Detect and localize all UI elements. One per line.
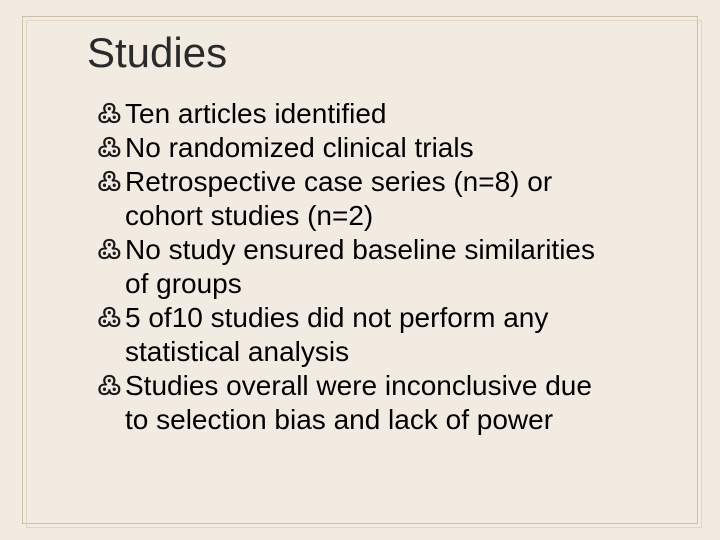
bullet-item: ߷ No randomized clinical trials [97, 131, 657, 165]
bullet-continuation: of groups [125, 267, 657, 301]
bullet-list: ߷ Ten articles identified ߷ No randomize… [97, 97, 657, 437]
bullet-continuation: statistical analysis [125, 335, 657, 369]
bullet-text: No study ensured baseline similarities [125, 233, 657, 267]
bullet-text: 5 of10 studies did not perform any [125, 301, 657, 335]
bullet-item: ߷ No study ensured baseline similarities [97, 233, 657, 267]
bullet-item: ߷ Studies overall were inconclusive due [97, 369, 657, 403]
bullet-continuation: cohort studies (n=2) [125, 199, 657, 233]
bullet-continuation: to selection bias and lack of power [125, 403, 657, 437]
slide-frame: Studies ߷ Ten articles identified ߷ No r… [22, 16, 698, 524]
bullet-text: Retrospective case series (n=8) or [125, 165, 657, 199]
bullet-text: Ten articles identified [125, 97, 657, 131]
bullet-text: No randomized clinical trials [125, 131, 657, 165]
bullet-item: ߷ Ten articles identified [97, 97, 657, 131]
slide-title: Studies [87, 29, 697, 77]
bullet-text: Studies overall were inconclusive due [125, 369, 657, 403]
bullet-item: ߷ Retrospective case series (n=8) or [97, 165, 657, 199]
bullet-item: ߷ 5 of10 studies did not perform any [97, 301, 657, 335]
